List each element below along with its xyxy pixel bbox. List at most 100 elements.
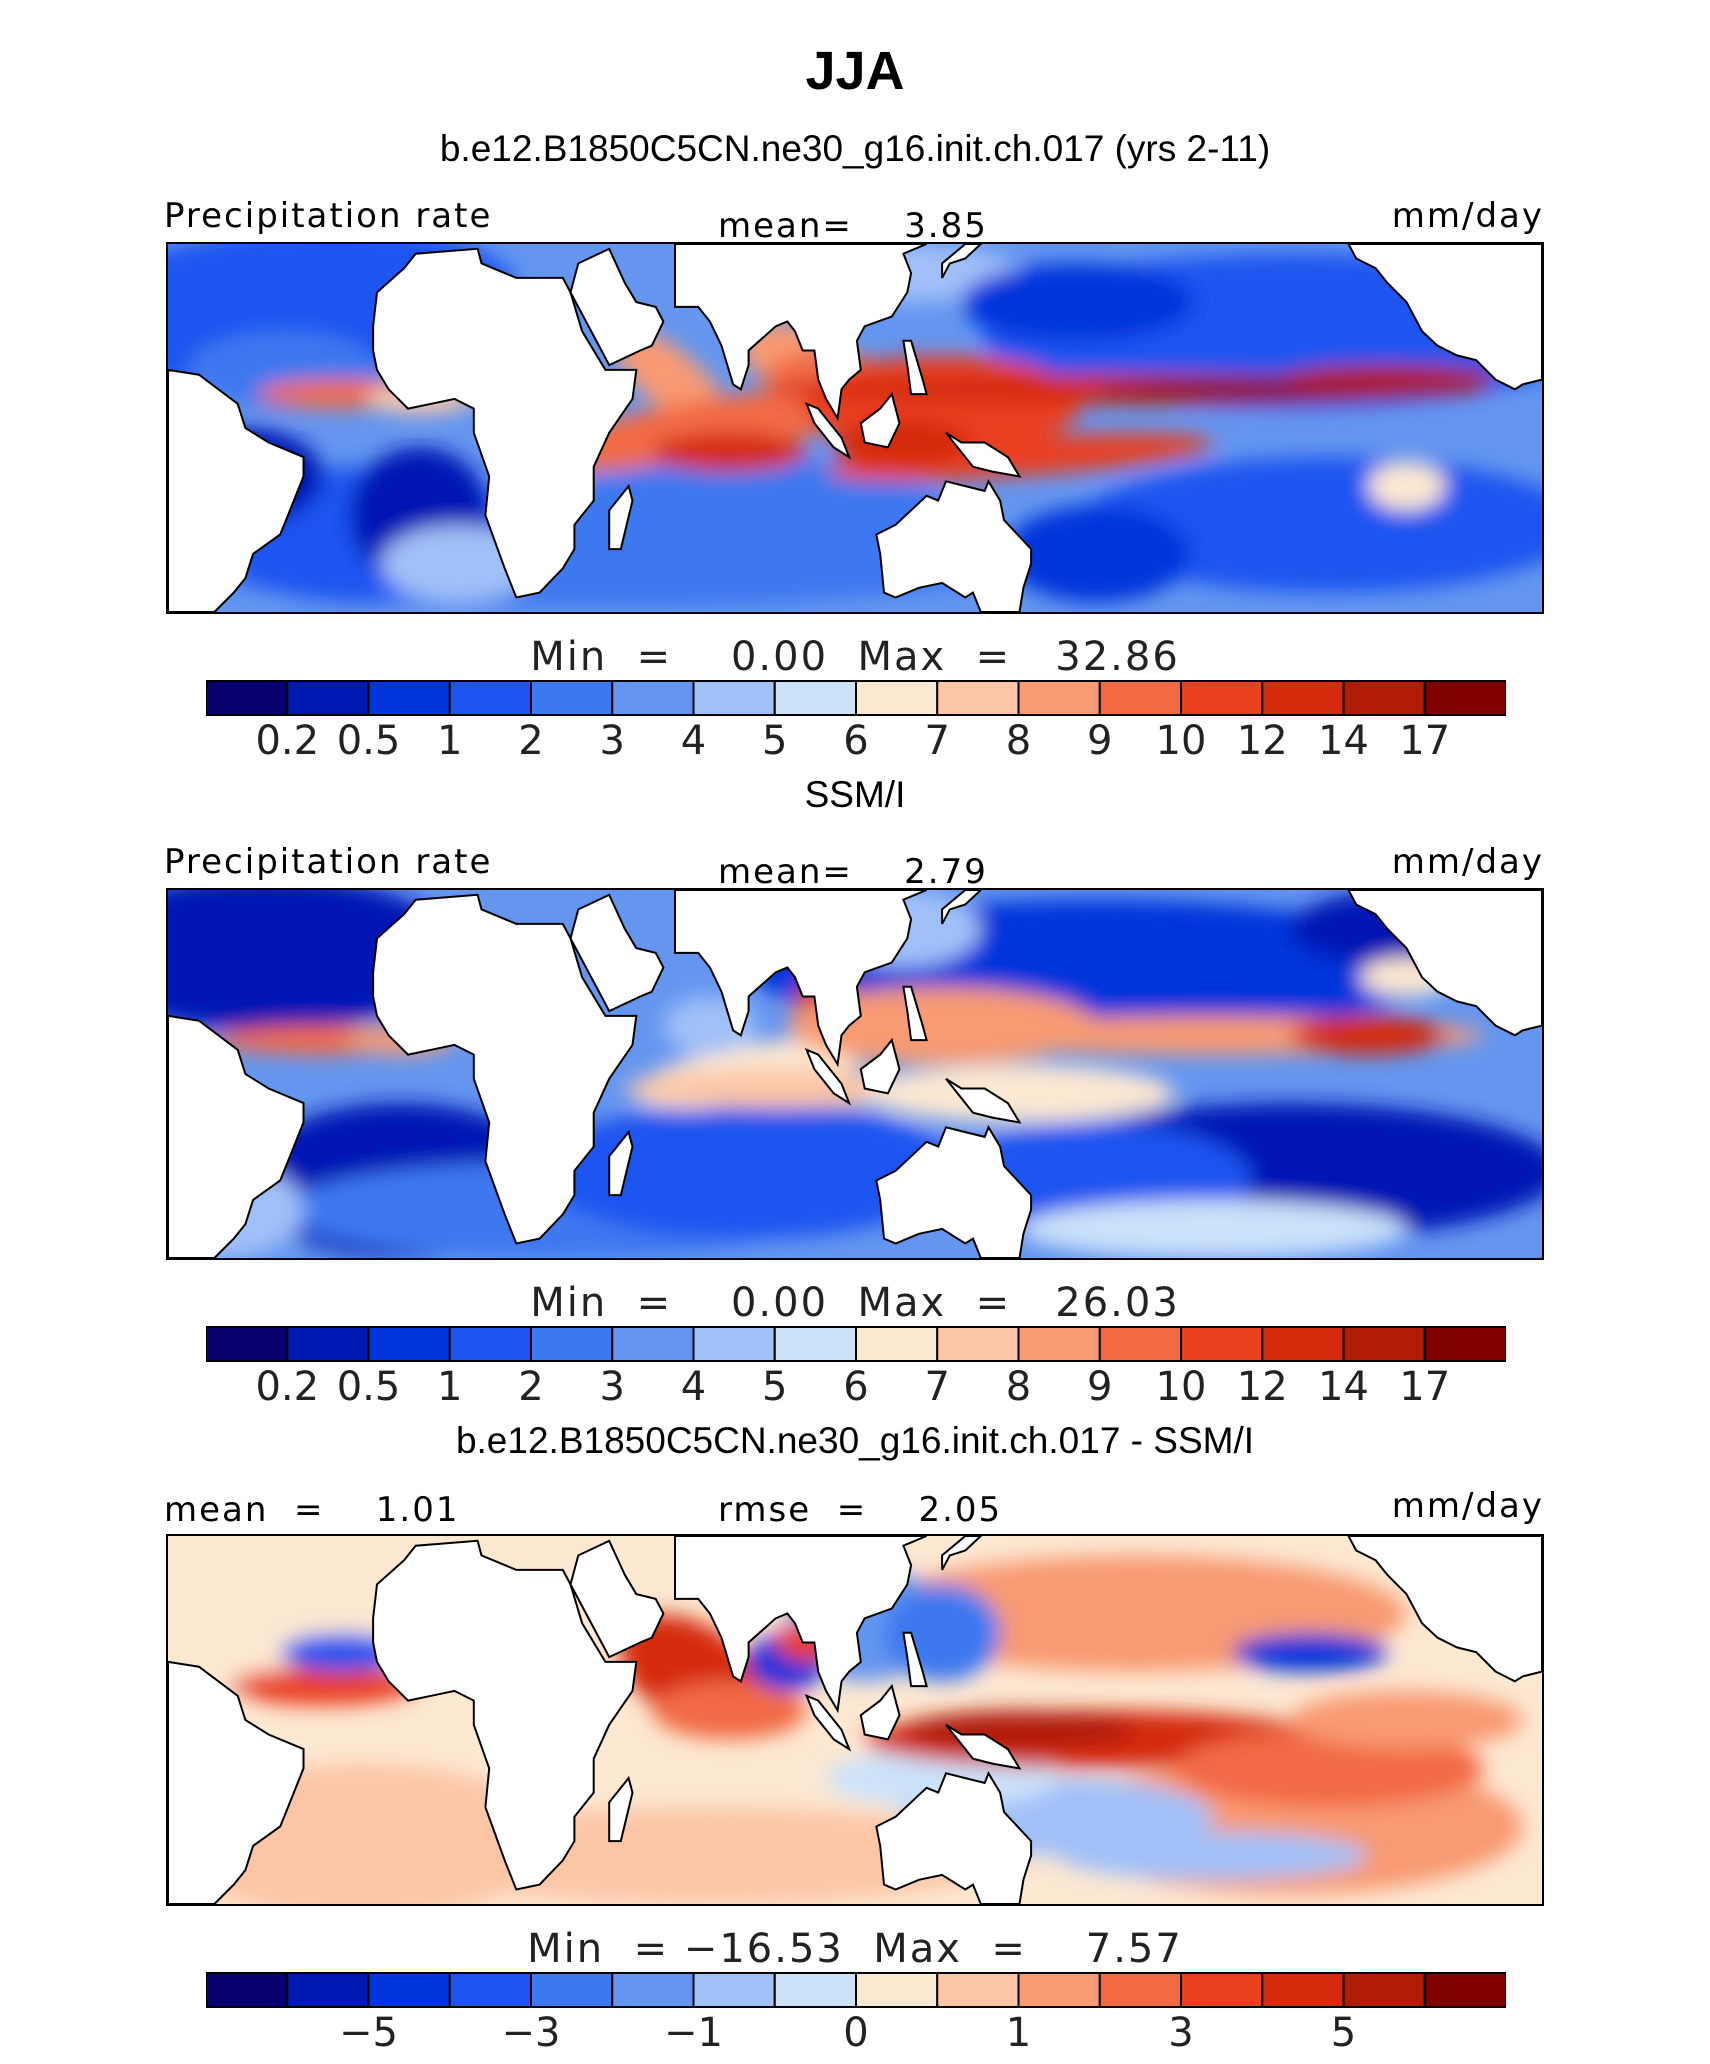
colorbar-swatch (1017, 680, 1101, 716)
panel-2-colorbar-ticks: 0.2 0.5 1 2 3 4 5 6 7 8 9 10 12 14 17 (206, 1364, 1506, 1414)
land-australia (875, 1125, 1033, 1258)
colorbar-swatch (367, 680, 451, 716)
land-africa (372, 893, 638, 1245)
colorbar-swatch (448, 680, 532, 716)
colorbar-tick-label: 8 (1005, 718, 1032, 764)
land-africa (372, 247, 638, 599)
colorbar-swatch (773, 680, 857, 716)
colorbar-tick-label: 3 (599, 718, 625, 764)
colorbar-swatch (1180, 1326, 1264, 1362)
land-namerica (1347, 1536, 1542, 1683)
panel-3-minmax: Min = −16.53 Max = 7.57 (527, 1926, 1183, 1972)
colorbar-swatch (530, 1972, 614, 2008)
colorbar-swatch (367, 1326, 451, 1362)
field-contour (1290, 1015, 1446, 1055)
colorbar-tick-label: 10 (1155, 1364, 1207, 1410)
colorbar-tick-label: 10 (1155, 718, 1207, 764)
land-borneo (859, 1037, 901, 1095)
colorbar-swatch (936, 1972, 1020, 2008)
land-india (674, 244, 927, 422)
panel-2-map (166, 888, 1544, 1260)
colorbar-swatch (448, 1326, 532, 1362)
colorbar-tick-label: 1 (1005, 2010, 1032, 2056)
colorbar-swatch (1342, 680, 1426, 716)
colorbar-swatch (1098, 1326, 1182, 1362)
field-contour (1019, 1199, 1407, 1258)
field-contour (1290, 1690, 1523, 1750)
colorbar-swatch (773, 1972, 857, 2008)
colorbar-tick-label: 4 (680, 1364, 707, 1410)
colorbar-tick-label: 17 (1399, 1364, 1451, 1410)
colorbar-swatch (286, 1972, 370, 2008)
colorbar-tick-label: 6 (843, 1364, 869, 1410)
colorbar-tick-label: 7 (924, 718, 950, 764)
colorbar-swatch (286, 1326, 370, 1362)
colorbar-swatch (206, 680, 289, 716)
land-philippines (902, 339, 928, 396)
colorbar-tick-label: 0.2 (255, 718, 320, 764)
colorbar-swatch (692, 1326, 776, 1362)
colorbar-swatch (611, 680, 695, 716)
land-newguinea (945, 431, 1022, 478)
colorbar-swatch (367, 1972, 451, 2008)
colorbar-swatch (936, 1326, 1020, 1362)
colorbar-swatch (855, 1972, 939, 2008)
land-arabia (569, 893, 665, 1013)
colorbar-svg (206, 1326, 1506, 1362)
colorbar-swatch (206, 1972, 289, 2008)
land-namerica (1347, 244, 1542, 391)
figure-title: JJA (805, 41, 905, 101)
colorbar-tick-label: 12 (1236, 1364, 1288, 1410)
panel-2-minmax: Min = 0.00 Max = 26.03 (530, 1280, 1180, 1326)
colorbar-tick-label: 2 (518, 718, 544, 764)
land-madagascar (608, 1775, 634, 1843)
field-contour (1367, 461, 1446, 511)
land-namerica (1347, 890, 1542, 1037)
land-philippines (902, 985, 928, 1042)
land-arabia (569, 1539, 665, 1659)
land-newguinea (945, 1077, 1022, 1124)
colorbar-tick-label: −3 (501, 2010, 561, 2056)
colorbar-tick-label: 9 (1087, 1364, 1113, 1410)
colorbar-swatch (1180, 680, 1264, 716)
colorbar-swatch (1261, 1972, 1345, 2008)
field-contour (624, 1069, 935, 1108)
colorbar-swatch (1342, 1326, 1426, 1362)
colorbar-tick-label: 5 (1330, 2010, 1357, 2056)
panel-1-mean-label: mean= 3.85 (718, 206, 988, 246)
colorbar-swatch (206, 1326, 289, 1362)
map-svg (168, 244, 1542, 612)
colorbar-swatch (1261, 1326, 1345, 1362)
colorbar-swatch (448, 1972, 532, 2008)
colorbar-swatch (1098, 1972, 1182, 2008)
land-madagascar (608, 1129, 634, 1197)
land-newguinea (945, 1723, 1022, 1770)
panel-2-mean-label: mean= 2.79 (718, 852, 988, 892)
land-australia (875, 1771, 1033, 1904)
panel-3-mean-label: mean = 1.01 (164, 1490, 460, 1530)
field-contour (1004, 505, 1190, 603)
field-contour (651, 432, 807, 472)
field-contour (833, 418, 974, 467)
colorbar-tick-label: 3 (1168, 2010, 1194, 2056)
colorbar-tick-label: 4 (680, 718, 707, 764)
land-africa (372, 1539, 638, 1891)
colorbar-swatch (1180, 1972, 1264, 2008)
land-india (674, 890, 927, 1068)
colorbar-tick-label: 0.5 (336, 1364, 401, 1410)
land-japan (941, 1536, 983, 1571)
land-borneo (859, 1683, 901, 1741)
land-sumatra (804, 1047, 852, 1106)
colorbar-swatch (1423, 1972, 1506, 2008)
field-contour (1058, 1831, 1368, 1880)
colorbar-tick-label: 3 (599, 1364, 625, 1410)
field-contour (1174, 1729, 1484, 1808)
field-contour (864, 1064, 1175, 1123)
field-contour (651, 1681, 807, 1740)
panel-1-colorbar (206, 680, 1506, 716)
colorbar-swatch (530, 680, 614, 716)
land-australia (875, 479, 1033, 612)
land-india (674, 1536, 927, 1714)
colorbar-tick-label: 7 (924, 1364, 950, 1410)
panel-2-colorbar (206, 1326, 1506, 1362)
